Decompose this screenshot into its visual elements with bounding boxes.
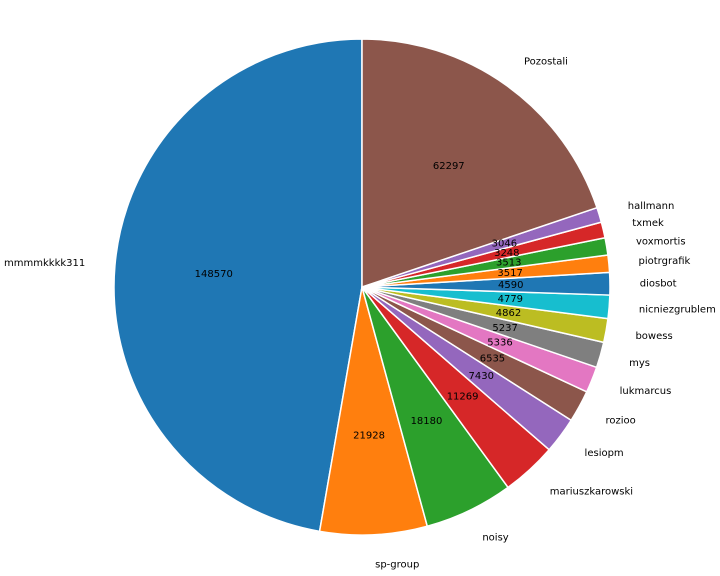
pie-value-label-voxmortis: 3513 — [496, 258, 521, 269]
pie-name-label-sp-group: sp-group — [375, 559, 419, 570]
pie-value-label-piotrgrafik: 3517 — [497, 268, 522, 279]
pie-name-label-bowess: bowess — [635, 331, 672, 342]
pie-name-label-lesiopm: lesiopm — [585, 448, 624, 459]
pie-value-label-hallmann: 3046 — [492, 239, 517, 250]
pie-name-label-lukmarcus: lukmarcus — [620, 386, 672, 397]
pie-value-label-nicniezgrublem: 4779 — [498, 294, 523, 305]
pie-slice-mmmmkkkk311 — [113, 38, 363, 533]
pie-name-label-rozioo: rozioo — [606, 416, 636, 427]
pie-name-label-diosbot: diosbot — [640, 278, 677, 289]
pie-name-label-voxmortis: voxmortis — [636, 236, 686, 247]
pie-value-label-mariuszkarowski: 11269 — [447, 392, 479, 403]
pie-value-label-bowess: 4862 — [496, 308, 521, 319]
pie-value-label-rozioo: 6535 — [480, 354, 505, 365]
pie-slices — [113, 38, 611, 536]
pie-slice-sp-group — [318, 286, 429, 536]
pie-name-label-mmmmkkkk311: mmmmkkkk311 — [4, 258, 85, 269]
pie-name-labels: mmmmkkkk311 sp-group noisy mariuszkarowski l… — [4, 56, 716, 570]
pie-slice-pozostali — [361, 38, 598, 288]
pie-value-label-txmek: 3248 — [494, 248, 519, 259]
pie-name-label-pozostali: Pozostali — [524, 56, 568, 67]
pie-value-label-diosbot: 4590 — [498, 280, 523, 291]
pie-name-label-nicniezgrublem: nicniezgrublem — [639, 304, 716, 315]
pie-name-label-mys: mys — [629, 358, 650, 369]
pie-name-label-hallmann: hallmann — [628, 201, 675, 212]
pie-value-label-mmmmkkkk311: 148570 — [195, 269, 233, 280]
pie-name-label-noisy: noisy — [482, 532, 508, 543]
pie-name-label-txmek: txmek — [632, 218, 664, 229]
pie-value-label-pozostali: 62297 — [433, 161, 465, 172]
pie-name-label-mariuszkarowski: mariuszkarowski — [550, 487, 633, 498]
pie-value-label-sp-group: 21928 — [353, 431, 385, 442]
pie-value-label-lesiopm: 7430 — [468, 371, 493, 382]
pie-value-labels: 148570 21928 18180 11269 7430 6535 5336 5237 486… — [195, 161, 524, 442]
pie-value-label-lukmarcus: 5336 — [487, 338, 512, 349]
pie-value-label-mys: 5237 — [492, 323, 517, 334]
pie-name-label-piotrgrafik: piotrgrafik — [639, 256, 691, 267]
pie-value-label-noisy: 18180 — [411, 416, 443, 427]
